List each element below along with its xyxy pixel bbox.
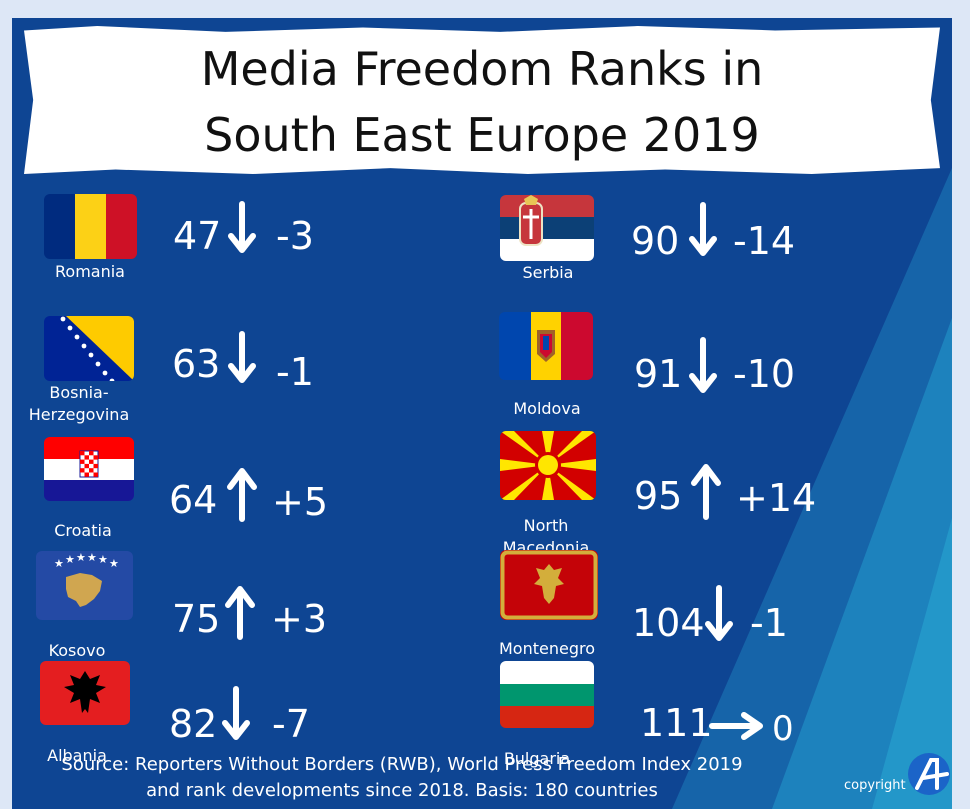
arrow-up-icon (691, 464, 721, 520)
source-note-line-1: Source: Reporters Without Borders (RWB),… (61, 754, 743, 775)
country-name: Bosnia-Herzegovina (28, 383, 130, 424)
title-panel: Media Freedom Ranks in South East Europe… (24, 26, 940, 174)
arrow-down-icon (705, 585, 733, 641)
serbia-flag-icon (500, 195, 594, 261)
entry-albania: Albania 82 -7 (36, 661, 476, 781)
svg-text:★: ★ (65, 553, 75, 566)
diagonal-stripe-decoration (672, 168, 952, 809)
svg-text:★: ★ (76, 551, 86, 564)
country-name: Moldova (513, 399, 581, 418)
romania-flag-icon (44, 194, 137, 259)
rank-value: 111 (640, 701, 713, 745)
rank-change: +3 (271, 597, 328, 641)
rank-value: 90 (631, 219, 680, 263)
rank-value: 82 (169, 702, 218, 746)
country-name: Romania (55, 262, 125, 281)
country-name: Montenegro (498, 639, 595, 658)
rank-change: -14 (733, 219, 796, 263)
entry-north-macedonia: North Macedonia 95 +14 (496, 431, 936, 557)
rank-value: 64 (169, 478, 218, 522)
country-name: Albania (47, 746, 107, 765)
rank-change: 0 (772, 709, 794, 749)
albania-flag-icon (40, 661, 130, 725)
copyright-label: copyright (844, 778, 906, 793)
rank-change: -7 (272, 702, 310, 746)
arrow-down-icon (228, 201, 256, 253)
rank-value: 47 (173, 214, 222, 258)
entry-croatia: Croatia 64 +5 (36, 437, 476, 557)
entry-montenegro: Montenegro 104 -1 (496, 550, 936, 670)
arrow-down-icon (689, 337, 717, 393)
montenegro-flag-icon (500, 550, 598, 620)
rank-change: -1 (276, 350, 314, 394)
rank-change: -3 (276, 214, 314, 258)
arrow-right-icon (709, 712, 763, 740)
rank-change: -1 (750, 601, 788, 645)
svg-text:★: ★ (109, 557, 119, 570)
kosovo-flag-icon: ★ ★ ★ ★ ★ ★ (36, 551, 133, 620)
rank-value: 63 (172, 342, 221, 386)
rank-value: 91 (634, 352, 683, 396)
country-name: Serbia (522, 263, 574, 282)
rank-change: -10 (733, 352, 796, 396)
rank-change: +14 (736, 476, 817, 520)
entry-kosovo: ★ ★ ★ ★ ★ ★ Kosovo 75 +3 (36, 551, 476, 671)
source-note-line-2: and rank developments since 2018. Basis:… (146, 780, 658, 801)
title-line-2: South East Europe 2019 (204, 108, 760, 162)
entry-bulgaria: Bulgaria 111 0 (496, 661, 936, 781)
brand-logo-icon (908, 753, 950, 795)
svg-text:★: ★ (87, 551, 97, 564)
rank-value: 95 (634, 474, 683, 518)
north-macedonia-flag-icon (500, 431, 596, 500)
country-name: Bulgaria (503, 749, 571, 768)
arrow-up-icon (225, 586, 255, 640)
entry-bosnia-herzegovina: Bosnia-Herzegovina 63 -1 (29, 316, 476, 436)
svg-text:★: ★ (54, 557, 64, 570)
entry-moldova: Moldova 91 -10 (496, 312, 936, 432)
rank-change: +5 (272, 480, 329, 524)
arrow-up-icon (227, 468, 257, 522)
bosnia-herzegovina-flag-icon (44, 316, 134, 381)
infographic-frame: Media Freedom Ranks in South East Europe… (12, 18, 952, 809)
croatia-flag-icon (44, 437, 134, 501)
title-line-1: Media Freedom Ranks in (200, 42, 764, 96)
bulgaria-flag-icon (500, 661, 594, 728)
rank-value: 104 (632, 601, 705, 645)
country-name: Kosovo (48, 641, 106, 660)
entry-romania: Romania 47 -3 (36, 194, 476, 314)
arrow-down-icon (689, 202, 717, 256)
svg-text:★: ★ (98, 553, 108, 566)
arrow-down-icon (228, 331, 256, 383)
moldova-flag-icon (499, 312, 593, 380)
rank-value: 75 (172, 597, 221, 641)
arrow-down-icon (222, 686, 250, 740)
country-name: Croatia (54, 521, 112, 540)
entry-serbia: Serbia 90 -14 (496, 195, 936, 315)
